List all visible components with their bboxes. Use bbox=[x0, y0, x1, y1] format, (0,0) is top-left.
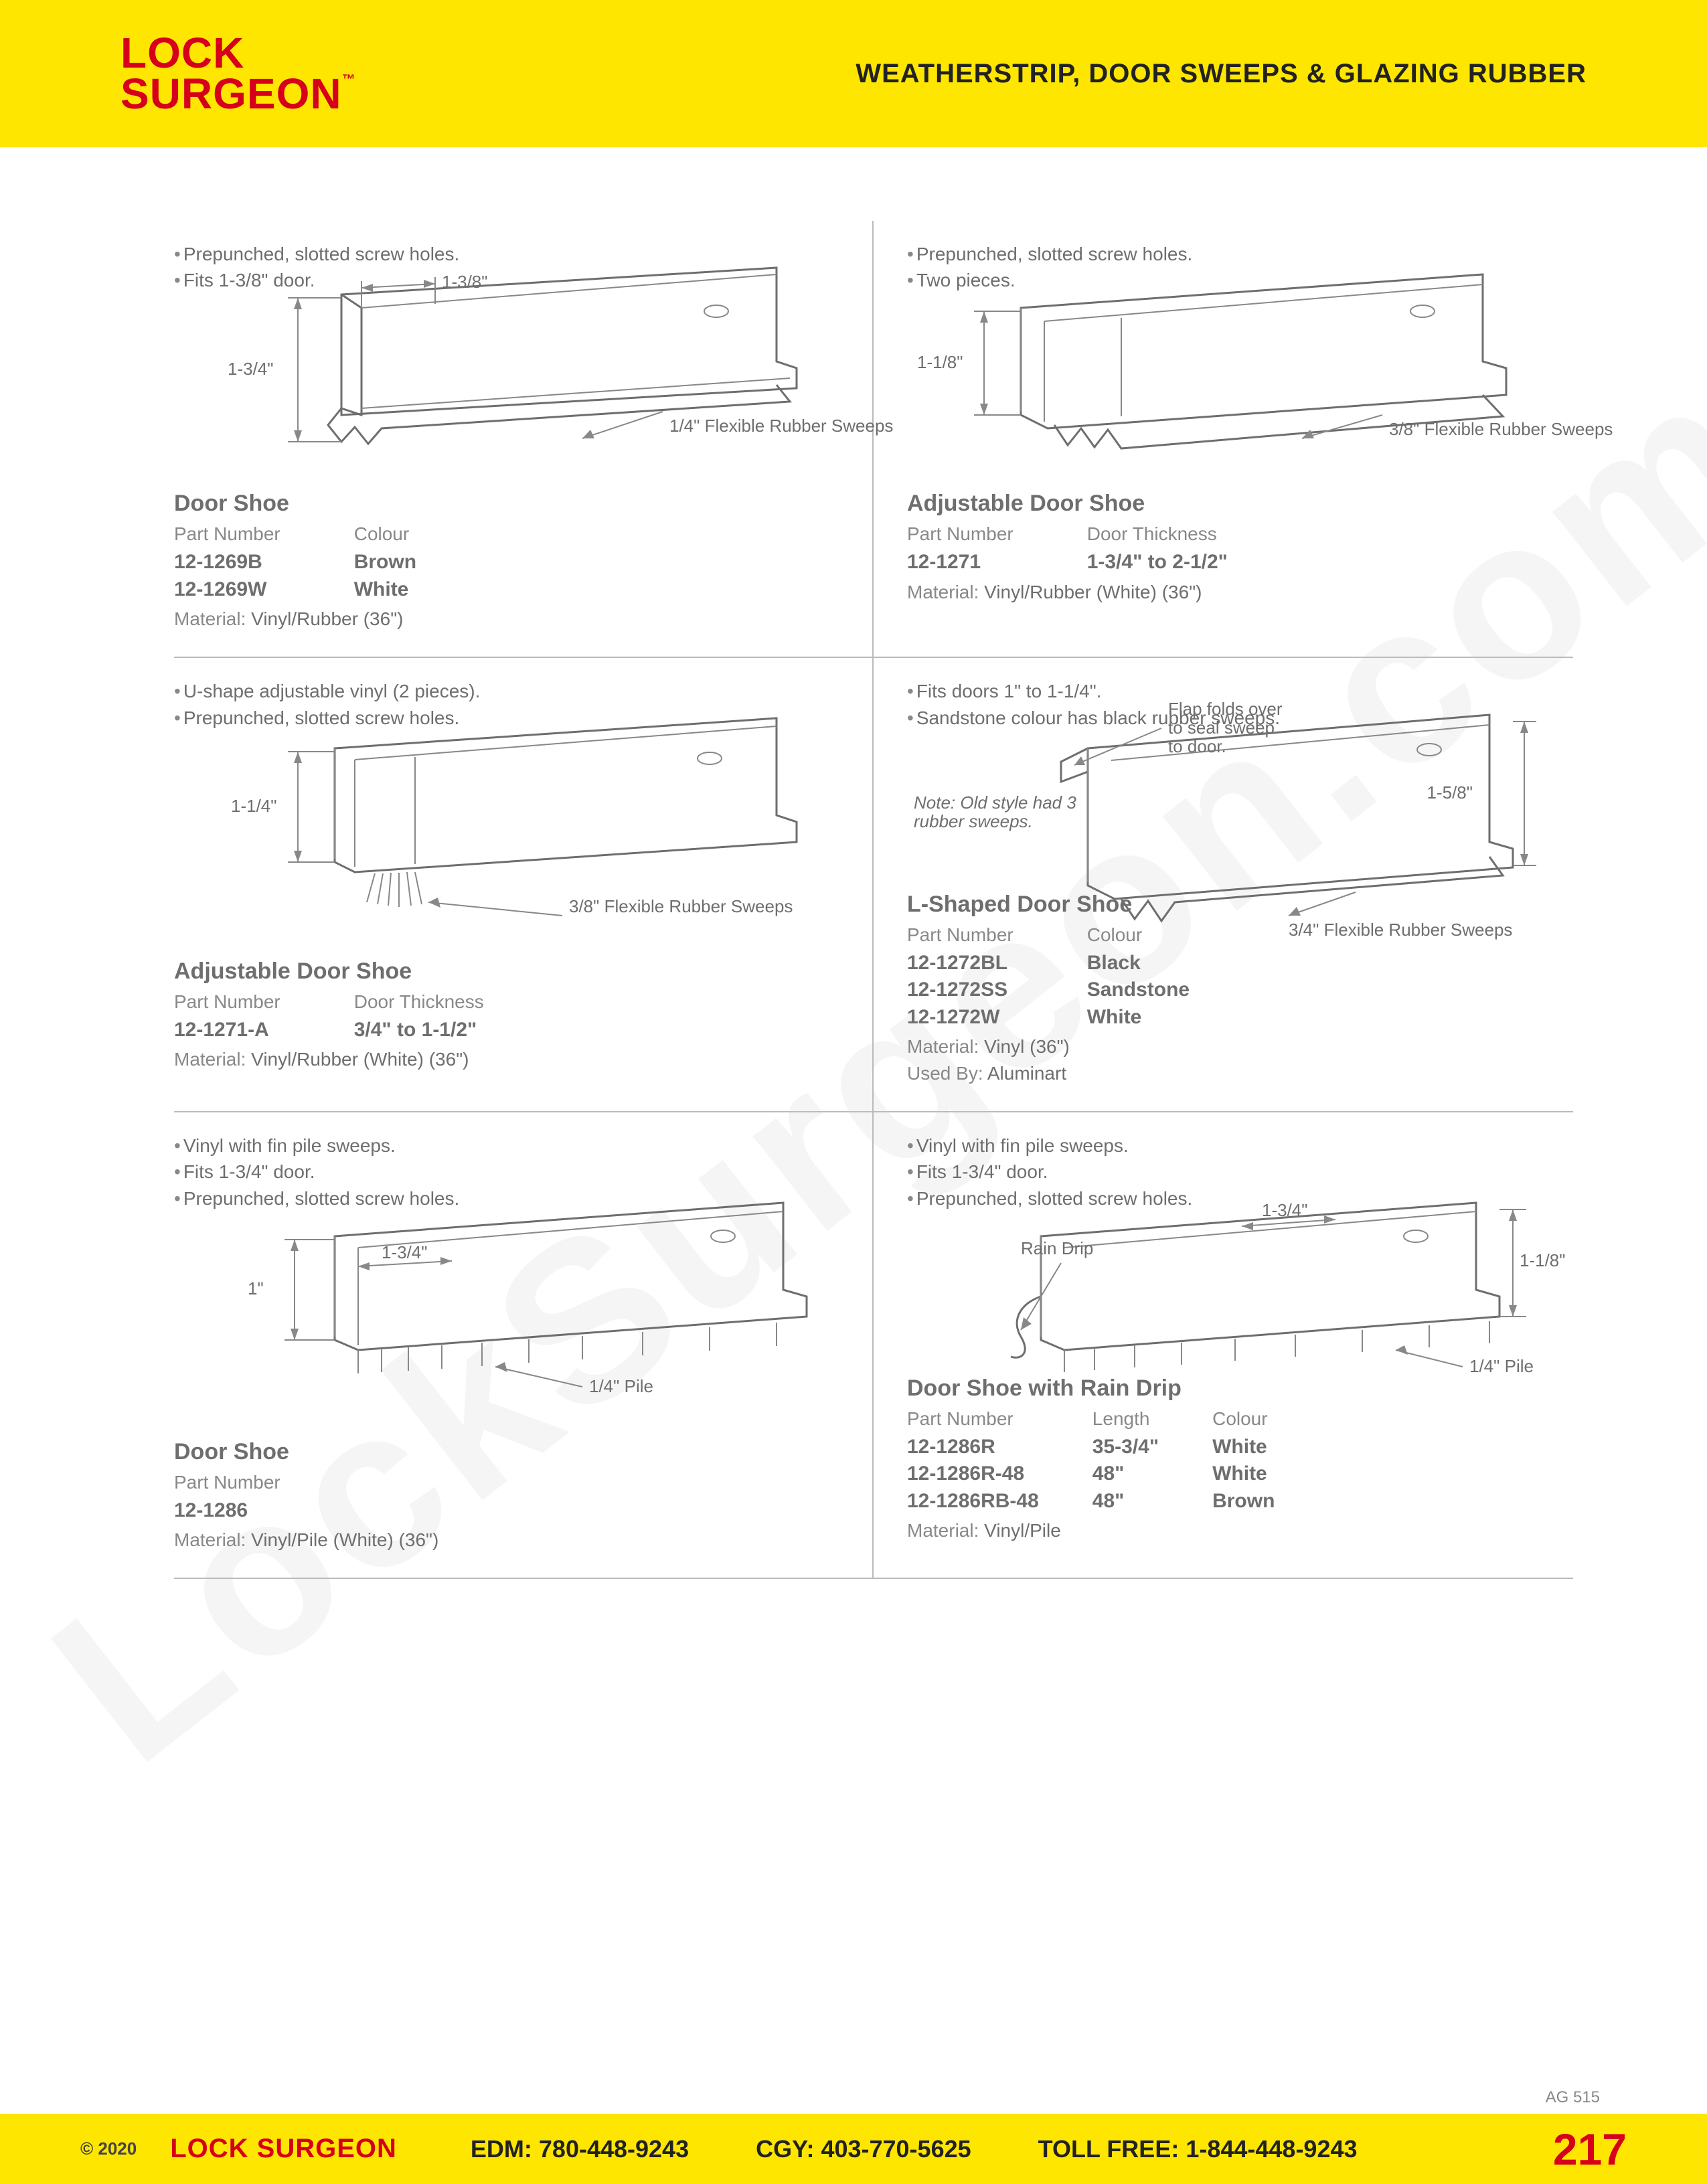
material: Material: Vinyl/Pile bbox=[907, 1520, 1546, 1541]
diagram: 1" 1-3/4" 1/4" Pile bbox=[208, 1199, 830, 1414]
col-header: Door Thickness bbox=[354, 991, 484, 1013]
phone-edm: EDM: 780-448-9243 bbox=[471, 2135, 689, 2163]
rain-label: Rain Drip bbox=[1021, 1238, 1093, 1258]
col-header: Part Number bbox=[907, 924, 1013, 946]
dim-width: 1-3/4" bbox=[1262, 1200, 1308, 1220]
col-value: 35-3/4" 48" 48" bbox=[1092, 1434, 1159, 1515]
bullet: Prepunched, slotted screw holes. bbox=[174, 241, 845, 267]
diagram: 1-3/4" 1-3/8" 1/4" Flexible Rubber Sweep… bbox=[208, 268, 823, 482]
col-value: 12-1271-A bbox=[174, 1017, 280, 1044]
col-header: Part Number bbox=[907, 1408, 1039, 1430]
product-cell-4: Fits doors 1" to 1-1/4". Sandstone colou… bbox=[874, 658, 1573, 1112]
diagram: 1-1/4" 3/8" Flexible Rubber Sweeps bbox=[214, 718, 830, 939]
col-value: 12-1269B 12-1269W bbox=[174, 549, 280, 603]
bullet: Vinyl with fin pile sweeps. bbox=[907, 1132, 1546, 1159]
dim-height: 1-3/4" bbox=[228, 359, 274, 379]
spec-columns: Part Number 12-1271 Door Thickness 1-3/4" … bbox=[907, 523, 1546, 576]
material: Material: Vinyl/Rubber (36") bbox=[174, 608, 845, 630]
dim-width: 1-3/8" bbox=[442, 272, 488, 292]
page-title: WEATHERSTRIP, DOOR SWEEPS & GLAZING RUBB… bbox=[856, 59, 1587, 89]
bullet: U-shape adjustable vinyl (2 pieces). bbox=[174, 678, 845, 704]
diagram: 1-1/8" 3/8" Flexible Rubber Sweeps bbox=[900, 274, 1536, 489]
logo-tm: ™ bbox=[342, 72, 356, 87]
logo: LOCK SURGEON™ bbox=[120, 33, 356, 114]
col-header: Colour bbox=[354, 523, 416, 545]
bullet: Fits 1-3/4" door. bbox=[907, 1159, 1546, 1185]
callout: 1/4" Pile bbox=[1469, 1356, 1534, 1376]
col-value: 3/4" to 1-1/2" bbox=[354, 1017, 484, 1044]
spec-columns: Part Number 12-1269B 12-1269W Colour Brown… bbox=[174, 523, 845, 603]
col-header: Part Number bbox=[907, 523, 1013, 545]
col-value: White White Brown bbox=[1212, 1434, 1275, 1515]
callout: 3/8" Flexible Rubber Sweeps bbox=[569, 896, 793, 916]
col-header: Colour bbox=[1212, 1408, 1275, 1430]
product-title: Door Shoe bbox=[174, 1439, 845, 1465]
col-header: Part Number bbox=[174, 523, 280, 545]
footer-brand: LOCK SURGEON bbox=[170, 2134, 397, 2164]
col-value: 12-1271 bbox=[907, 549, 1013, 576]
bullet: Prepunched, slotted screw holes. bbox=[907, 241, 1546, 267]
used-by: Used By: Aluminart bbox=[907, 1063, 1546, 1084]
material: Material: Vinyl/Pile (White) (36") bbox=[174, 1529, 845, 1551]
col-header: Part Number bbox=[174, 991, 280, 1013]
logo-line1: LOCK bbox=[120, 33, 356, 74]
spec-columns: Part Number12-1272BL 12-1272SS 12-1272W … bbox=[907, 924, 1546, 1031]
col-header: Part Number bbox=[174, 1472, 280, 1493]
material: Material: Vinyl (36") bbox=[907, 1036, 1546, 1058]
material: Material: Vinyl/Rubber (White) (36") bbox=[907, 582, 1546, 603]
page-header: LOCK SURGEON™ WEATHERSTRIP, DOOR SWEEPS … bbox=[0, 0, 1707, 147]
product-title: Door Shoe bbox=[174, 491, 845, 517]
page-footer: © 2020 LOCK SURGEON EDM: 780-448-9243 CG… bbox=[0, 2114, 1707, 2184]
col-value: Black Sandstone White bbox=[1087, 950, 1190, 1031]
dim-height: 1-1/8" bbox=[1520, 1250, 1566, 1270]
product-grid: Prepunched, slotted screw holes. Fits 1-… bbox=[174, 221, 1573, 1579]
spec-columns: Part Number 12-1286R 12-1286R-48 12-1286R… bbox=[907, 1408, 1546, 1515]
copyright: © 2020 bbox=[80, 2138, 137, 2159]
product-title: Adjustable Door Shoe bbox=[174, 958, 845, 985]
spec-columns: Part Number 12-1286 bbox=[174, 1472, 845, 1525]
dim-height: 1-5/8" bbox=[1427, 782, 1473, 803]
phone-cgy: CGY: 403-770-5625 bbox=[756, 2135, 971, 2163]
product-cell-6: Vinyl with fin pile sweeps. Fits 1-3/4" … bbox=[874, 1112, 1573, 1579]
col-value: 12-1286 bbox=[174, 1497, 280, 1525]
dim-height: 1-1/4" bbox=[231, 796, 277, 816]
content: Prepunched, slotted screw holes. Fits 1-… bbox=[0, 147, 1707, 1579]
note: Note: Old style had 3rubber sweeps. bbox=[914, 792, 1076, 831]
col-value: 12-1272BL 12-1272SS 12-1272W bbox=[907, 950, 1013, 1031]
product-title: Door Shoe with Rain Drip bbox=[907, 1375, 1546, 1402]
product-title: Adjustable Door Shoe bbox=[907, 491, 1546, 517]
product-cell-5: Vinyl with fin pile sweeps. Fits 1-3/4" … bbox=[174, 1112, 874, 1579]
callout: 3/8" Flexible Rubber Sweeps bbox=[1389, 419, 1613, 439]
material: Material: Vinyl/Rubber (White) (36") bbox=[174, 1049, 845, 1070]
callout: 1/4" Pile bbox=[589, 1376, 653, 1396]
bullet: Vinyl with fin pile sweeps. bbox=[174, 1132, 845, 1159]
col-value: 12-1286R 12-1286R-48 12-1286RB-48 bbox=[907, 1434, 1039, 1515]
col-header: Colour bbox=[1087, 924, 1190, 946]
logo-line2: SURGEON™ bbox=[120, 74, 356, 114]
bullet: Fits 1-3/4" door. bbox=[174, 1159, 845, 1185]
col-value: Brown White bbox=[354, 549, 416, 603]
callout: 1/4" Flexible Rubber Sweeps bbox=[669, 416, 893, 436]
product-cell-1: Prepunched, slotted screw holes. Fits 1-… bbox=[174, 221, 874, 658]
product-cell-2: Prepunched, slotted screw holes. Two pie… bbox=[874, 221, 1573, 658]
phone-toll: TOLL FREE: 1-844-448-9243 bbox=[1038, 2135, 1358, 2163]
dim-height: 1-1/8" bbox=[917, 352, 963, 372]
page-number: 217 bbox=[1553, 2124, 1627, 2175]
dim-height: 1" bbox=[248, 1278, 264, 1298]
col-header: Door Thickness bbox=[1087, 523, 1228, 545]
spec-columns: Part Number 12-1271-A Door Thickness 3/4" … bbox=[174, 991, 845, 1044]
product-cell-3: U-shape adjustable vinyl (2 pieces). Pre… bbox=[174, 658, 874, 1112]
col-value: 1-3/4" to 2-1/2" bbox=[1087, 549, 1228, 576]
col-header: Length bbox=[1092, 1408, 1159, 1430]
ag-code: AG 515 bbox=[1546, 2088, 1600, 2107]
product-title: L-Shaped Door Shoe bbox=[907, 892, 1546, 918]
flap-text: Flap folds overto seal sweepto door. bbox=[1168, 699, 1283, 756]
dim-width: 1-3/4" bbox=[382, 1242, 428, 1262]
